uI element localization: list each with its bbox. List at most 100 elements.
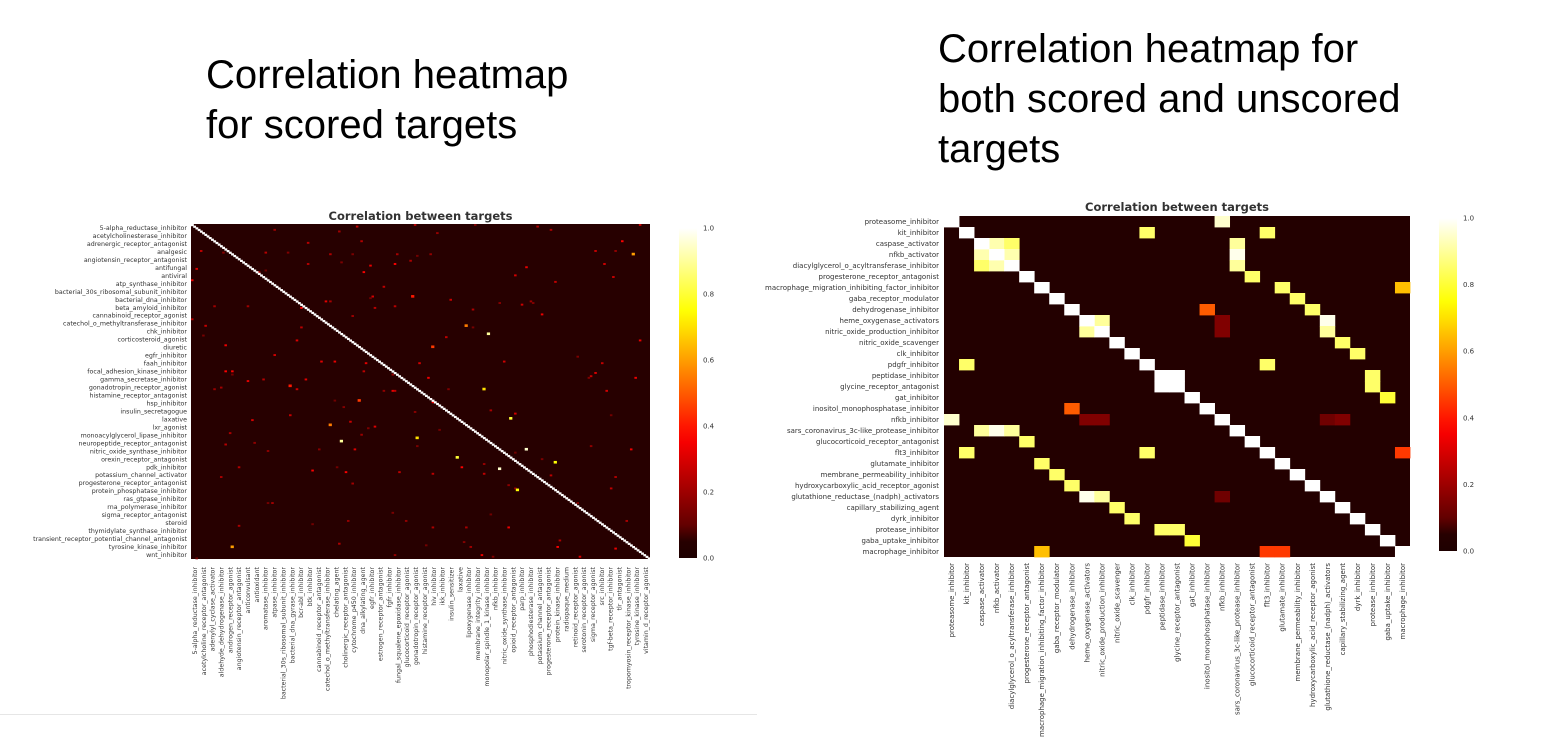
y-tick-label: proteasome_inhibitor [865,218,940,226]
heatmap-cell [1004,238,1020,250]
diagonal-cell [560,493,564,497]
y-tick-label: sars_coronavirus_3c-like_protease_inhibi… [787,427,939,435]
x-tick-label: phosphodiesterase_inhibitor [528,567,535,657]
y-tick-label: progesterone_receptor_antagonist [79,480,188,487]
heatmap-cell [1049,469,1065,481]
diagonal-cell [375,358,379,362]
heatmap-cell [266,450,270,452]
diagonal-cell [427,396,431,399]
diagonal-cell [596,519,600,523]
x-tick-label: monopolar_spindle_1_kinase_inhibitor [484,567,491,687]
heatmap-cell [219,476,223,478]
x-tick-label: tropomyosin_receptor_kinase_inhibitor [625,567,632,689]
heatmap-cell [1259,546,1276,558]
diagonal-cell [456,417,459,420]
heatmap-cell [351,482,354,485]
diagonal-cell [378,360,381,363]
heatmap-cell [587,376,591,379]
x-tick-label: membrane_integrity_inhibitor [475,567,482,661]
diagonal-cell [543,480,546,484]
diagonal-cell [420,391,424,394]
diagonal-cell [467,425,471,428]
diagonal-cell [574,503,578,506]
colorbar-tick-label: 0.0 [1463,548,1474,556]
heatmap-cell [540,313,544,316]
heatmap-cell [502,360,506,363]
diagonal-cell [594,518,598,521]
heatmap-cell [424,544,428,547]
heatmap-cell [373,425,377,428]
heatmap-cell [333,399,337,402]
diagonal-cell [1154,370,1170,382]
diagonal-cell [529,471,533,474]
x-tick-label: glucocorticoid_receptor_antagonist [1249,563,1257,686]
diagonal-cell [1229,425,1246,437]
heatmap-cell [395,253,399,256]
chart-title: Correlation between targets [329,209,513,223]
heatmap-cell [1004,425,1020,437]
heatmap-cell [219,386,223,389]
diagonal-cell [433,401,437,404]
x-tick-label: egfr_inhibitor [369,567,376,609]
y-tick-label: monoacylglycerol_lipase_inhibitor [81,432,188,439]
heatmap-cell [413,411,417,413]
y-tick-label: dehydrogenase_inhibitor [852,306,939,314]
x-tick-label: insulin_sensitizer [448,567,455,621]
heatmap-cell [329,300,332,303]
heatmap-cell [273,228,276,231]
diagonal-cell [233,254,237,258]
heatmap-cell [415,436,419,440]
diagonal-cell [1304,480,1321,492]
heatmap-cell [404,519,408,522]
diagonal-cell [534,474,537,477]
colorbar-tick-label: 0.8 [1463,281,1474,289]
heatmap-cell [614,250,617,252]
heatmap-cell [469,545,473,548]
x-tick-label: gonadotropin_receptor_agonist [413,566,420,665]
diagonal-cell [567,498,571,502]
heatmap-cell [369,264,372,267]
diagonal-cell [1109,337,1125,349]
heatmap-cell [576,502,579,505]
y-tick-label: rna_polymerase_inhibitor [107,504,187,511]
diagonal-cell [1199,403,1215,415]
diagonal-cell [614,532,618,536]
diagonal-cell [625,541,629,544]
y-tick-label: nitric_oxide_scavenger [859,339,939,347]
diagonal-cell [500,450,504,453]
diagonal-cell [271,282,275,285]
heatmap-cell [429,253,432,256]
y-tick-label: egfr_inhibitor [145,353,187,360]
x-tick-label: angiotensin_receptor_antagonist [236,566,243,670]
heatmap-cell [427,376,430,379]
heatmap-cell [1304,304,1321,316]
colorbar-tick-label: 0.6 [1463,348,1475,356]
y-tick-label: steroid [165,520,187,527]
y-tick-label: protease_inhibitor [876,526,939,534]
heatmap-cell [491,555,495,558]
y-tick-label: gamma_secretase_inhibitor [100,377,187,384]
y-tick-label: neuropeptide_receptor_antagonist [79,440,188,447]
diagonal-cell [436,402,439,406]
heatmap-cell [462,541,466,544]
x-tick-label: ikk_inhibitor [440,567,447,606]
heatmap-cell [237,524,241,527]
x-tick-label: bacterial_dna_gyrase_inhibitor [289,567,296,664]
y-tick-label: tyrosine_kinase_inhibitor [109,544,188,551]
x-tick-label: btk_inhibitor [307,567,314,607]
y-tick-label: 5-alpha_reductase_inhibitor [100,225,188,232]
heatmap-cell [576,355,579,358]
diagonal-cell [569,500,573,503]
diagonal-cell [240,259,243,263]
y-tick-label: insulin_secretagogue [120,408,187,415]
diagonal-cell [380,362,384,365]
heatmap-cell [195,267,198,270]
x-tick-label: bacterial_30s_ribosomal_subunit_inhibito… [280,567,287,700]
heatmap-cell [514,274,517,277]
heatmap-cell [431,345,435,349]
colorbar-tick-label: 0.4 [1463,414,1475,422]
diagonal-cell [231,253,234,256]
diagonal-cell [1034,282,1050,294]
heatmap-cell [306,263,310,265]
diagonal-cell [309,310,312,313]
